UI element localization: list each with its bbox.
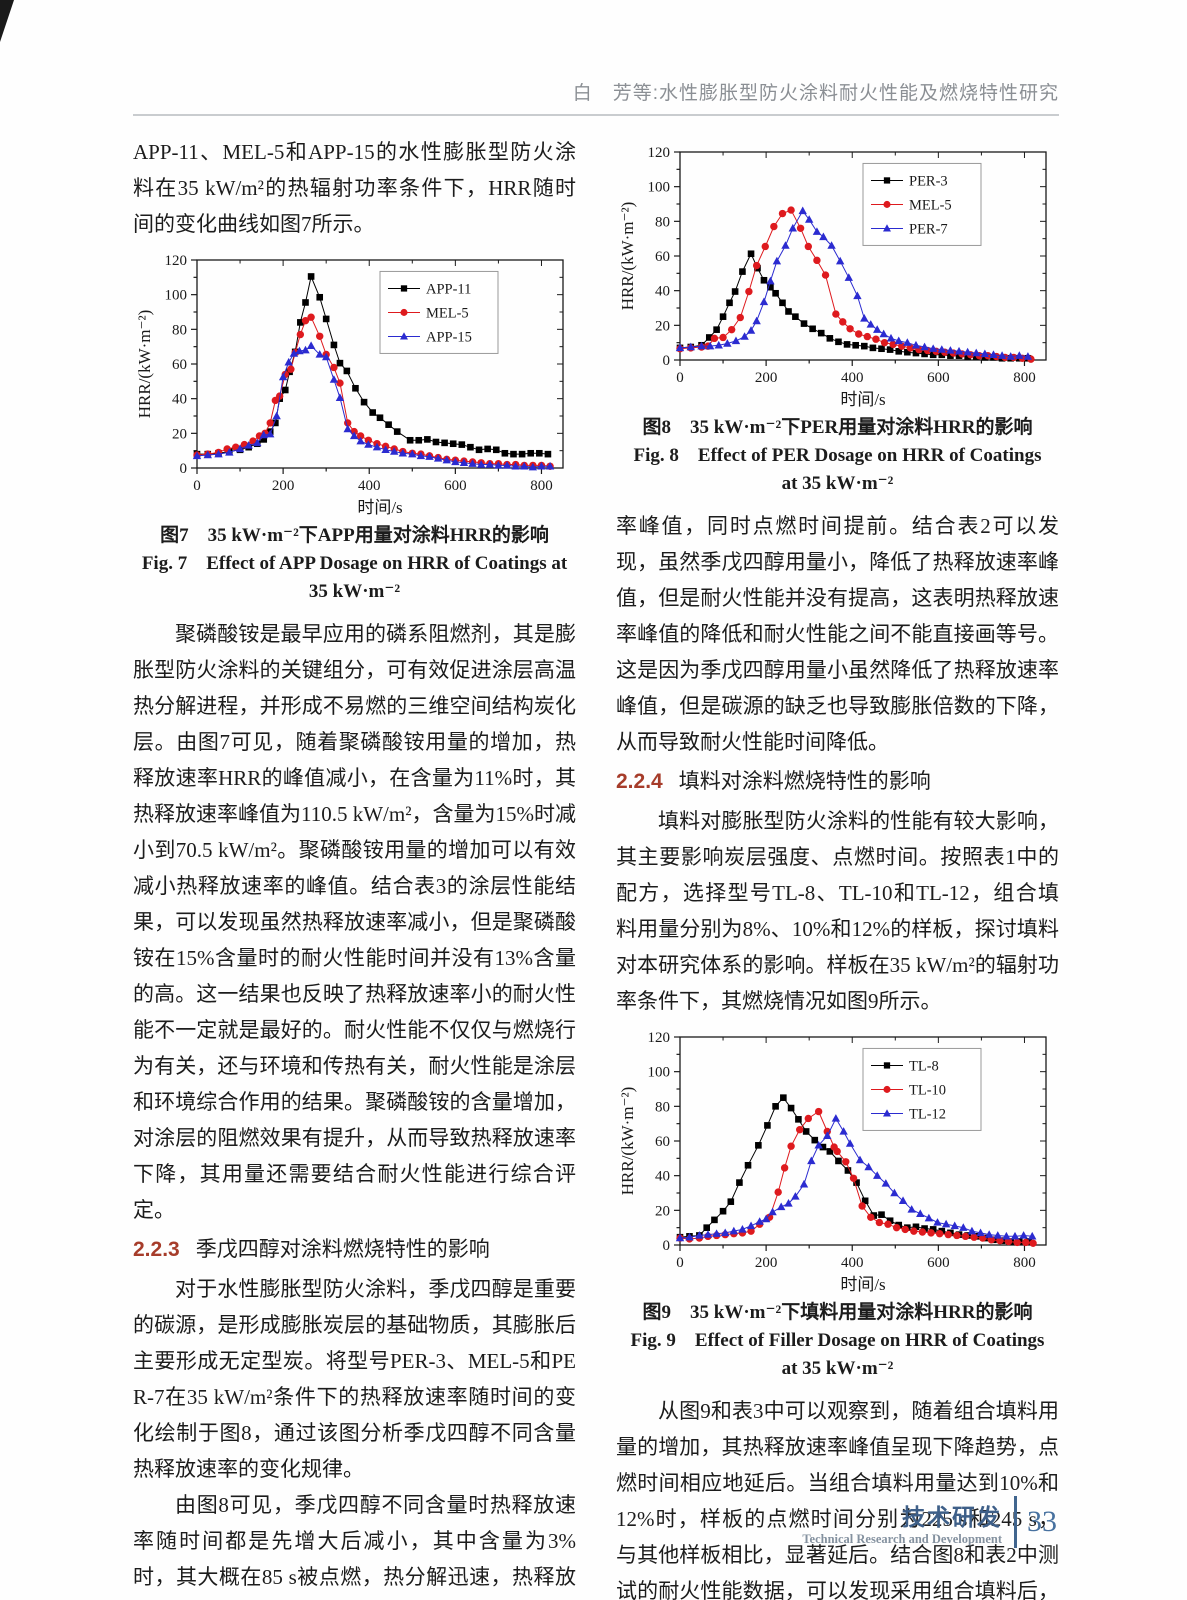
figure9-caption-cn: 图9 35 kW·m⁻²下填料用量对涂料HRR的影响: [642, 1302, 1033, 1323]
svg-text:时间/s: 时间/s: [357, 498, 402, 517]
figure8-caption-cn: 图8 35 kW·m⁻²下PER用量对涂料HRR的影响: [642, 417, 1033, 438]
figure7-chart: 0 200 400 600 800 0 20 40 60 80 100 120 时间/s HRR/(kW·…: [133, 248, 576, 520]
figure8-caption-en: Fig. 8 Effect of PER Dosage on HRR of Co…: [633, 445, 1042, 494]
svg-text:0: 0: [663, 1238, 671, 1254]
svg-text:0: 0: [180, 461, 188, 477]
svg-text:80: 80: [655, 214, 670, 230]
section-2-2-4-heading: 2.2.4 填料对涂料燃烧特性的影响: [616, 762, 1059, 801]
paragraph-app: 聚磷酸铵是最早应用的磷系阻燃剂，其是膨胀型防火涂料的关键组分，可有效促进涂层高温…: [133, 622, 576, 1222]
svg-text:20: 20: [655, 1203, 670, 1219]
svg-text:600: 600: [927, 370, 950, 386]
svg-text:100: 100: [165, 288, 188, 304]
svg-text:PER-7: PER-7: [909, 221, 948, 237]
svg-text:40: 40: [655, 1169, 670, 1185]
section-2-2-4-title: 填料对涂料燃烧特性的影响: [678, 769, 931, 793]
svg-text:80: 80: [172, 322, 187, 338]
svg-text:600: 600: [927, 1255, 950, 1271]
paragraph-per-continued: 率峰值，同时点燃时间提前。结合表2可以发现，虽然季戊四醇用量小，降低了热释放速率…: [616, 514, 1059, 754]
svg-text:PER-3: PER-3: [909, 173, 948, 189]
page-footer: 技术研发 Technical Research and Development …: [802, 1496, 1057, 1548]
svg-text:60: 60: [655, 1134, 670, 1150]
svg-text:60: 60: [655, 249, 670, 265]
svg-text:TL-12: TL-12: [909, 1106, 946, 1122]
figure7-caption: 图7 35 kW·m⁻²下APP用量对涂料HRR的影响 Fig. 7 Effec…: [141, 522, 568, 606]
paragraph-intro: APP-11、MEL-5和APP-15的水性膨胀型防火涂料在35 kW/m²的热…: [133, 140, 576, 236]
figure9-caption: 图9 35 kW·m⁻²下填料用量对涂料HRR的影响 Fig. 9 Effect…: [624, 1299, 1051, 1383]
header-rule: [133, 114, 1059, 116]
svg-text:MEL-5: MEL-5: [909, 197, 952, 213]
figure9-chart: 0 200 400 600 800 0 20 40 60 80 100 120 时间/s HRR/(kW·…: [616, 1025, 1059, 1297]
svg-text:时间/s: 时间/s: [840, 390, 885, 409]
svg-text:80: 80: [655, 1099, 670, 1115]
svg-text:200: 200: [272, 478, 295, 494]
svg-text:60: 60: [172, 357, 187, 373]
figure9-caption-en: Fig. 9 Effect of Filler Dosage on HRR of…: [630, 1330, 1045, 1379]
left-column: APP-11、MEL-5和APP-15的水性膨胀型防火涂料在35 kW/m²的热…: [133, 134, 576, 1600]
paragraph-per-intro: 对于水性膨胀型防火涂料，季戊四醇是重要的碳源，是形成膨胀炭层的基础物质，其膨胀后…: [133, 1277, 576, 1481]
footer-section-cn: 技术研发: [902, 1503, 1002, 1530]
running-header: 白 芳等:水性膨胀型防火涂料耐火性能及燃烧特性研究: [572, 83, 1059, 104]
svg-text:TL-8: TL-8: [909, 1058, 939, 1074]
paragraph-per-analysis: 由图8可见，季戊四醇不同含量时热释放速率随时间都是先增大后减小，其中含量为3%时…: [133, 1493, 576, 1589]
footer-section-en: Technical Research and Development: [802, 1531, 1002, 1546]
section-2-2-3-heading: 2.2.3 季戊四醇对涂料燃烧特性的影响: [133, 1230, 576, 1269]
svg-text:600: 600: [444, 478, 467, 494]
svg-text:HRR/(kW·m⁻²): HRR/(kW·m⁻²): [135, 310, 154, 419]
svg-text:TL-10: TL-10: [909, 1082, 946, 1098]
svg-text:APP-11: APP-11: [426, 281, 471, 297]
paragraph-filler-intro: 填料对膨胀型防火涂料的性能有较大影响，其主要影响炭层强度、点燃时间。按照表1中的…: [616, 809, 1059, 1013]
svg-text:时间/s: 时间/s: [840, 1275, 885, 1294]
figure7-caption-cn: 图7 35 kW·m⁻²下APP用量对涂料HRR的影响: [160, 525, 549, 546]
svg-text:100: 100: [648, 1065, 671, 1081]
svg-text:800: 800: [530, 478, 553, 494]
svg-text:APP-15: APP-15: [426, 329, 472, 345]
figure8-chart: 0 200 400 600 800 0 20 40 60 80 100 120 时间/s HRR/(kW·…: [616, 140, 1059, 412]
svg-text:120: 120: [165, 253, 188, 269]
svg-text:0: 0: [663, 353, 671, 369]
figure7-caption-en: Fig. 7 Effect of APP Dosage on HRR of Co…: [141, 553, 568, 602]
svg-text:400: 400: [841, 1255, 864, 1271]
svg-text:0: 0: [676, 1255, 684, 1271]
page-number: 33: [1027, 1505, 1057, 1538]
svg-text:40: 40: [172, 392, 187, 408]
svg-text:800: 800: [1013, 370, 1036, 386]
svg-text:HRR/(kW·m⁻²): HRR/(kW·m⁻²): [618, 1087, 637, 1196]
svg-text:400: 400: [358, 478, 381, 494]
right-column: 0 200 400 600 800 0 20 40 60 80 100 120 时间/s HRR/(kW·…: [616, 134, 1059, 1600]
svg-text:200: 200: [755, 370, 778, 386]
scan-artifact: [0, 0, 14, 42]
svg-text:HRR/(kW·m⁻²): HRR/(kW·m⁻²): [618, 202, 637, 311]
svg-text:120: 120: [648, 145, 671, 161]
svg-text:20: 20: [172, 426, 187, 442]
svg-text:100: 100: [648, 180, 671, 196]
svg-text:0: 0: [193, 478, 201, 494]
section-2-2-4-number: 2.2.4: [616, 770, 663, 793]
section-2-2-3-number: 2.2.3: [133, 1238, 180, 1261]
svg-text:800: 800: [1013, 1255, 1036, 1271]
footer-divider-bar: [1014, 1496, 1017, 1548]
svg-text:0: 0: [676, 370, 684, 386]
svg-text:200: 200: [755, 1255, 778, 1271]
svg-text:40: 40: [655, 284, 670, 300]
svg-text:400: 400: [841, 370, 864, 386]
section-2-2-3-title: 季戊四醇对涂料燃烧特性的影响: [195, 1237, 490, 1261]
svg-text:MEL-5: MEL-5: [426, 305, 469, 321]
figure8-caption: 图8 35 kW·m⁻²下PER用量对涂料HRR的影响 Fig. 8 Effec…: [624, 414, 1051, 498]
paragraph-filler-analysis: 从图9和表3中可以观察到，随着组合填料用量的增加，其热释放速率峰值呈现下降趋势，…: [616, 1399, 1059, 1600]
svg-text:120: 120: [648, 1030, 671, 1046]
svg-text:20: 20: [655, 318, 670, 334]
